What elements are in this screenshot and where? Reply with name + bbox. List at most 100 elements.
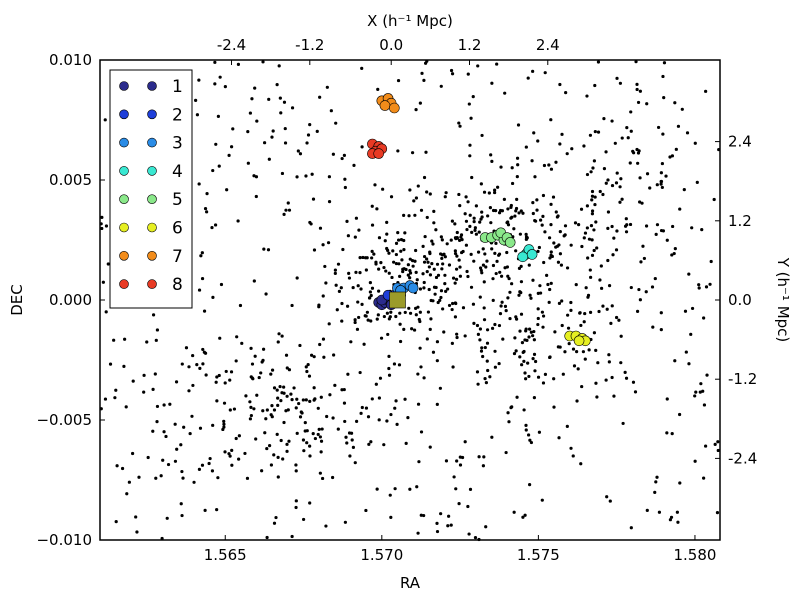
background-point [203,508,207,512]
background-point [131,379,135,383]
background-point [327,175,332,179]
background-point [369,440,373,444]
background-point [522,359,526,363]
background-point [482,318,487,322]
background-point [455,254,459,258]
background-point [154,476,158,480]
background-point [197,288,202,292]
background-point [542,163,547,168]
background-point [267,157,271,161]
background-point [661,229,665,233]
background-point [187,365,191,369]
background-point [422,78,426,82]
background-point [435,359,439,363]
background-point [442,330,446,334]
background-point [327,200,332,204]
background-point [449,68,454,73]
background-point [469,116,473,120]
background-point [324,524,328,528]
background-point [653,490,657,494]
background-point [549,223,553,227]
background-point [584,286,588,290]
background-point [352,163,356,168]
background-point [103,397,108,401]
background-point [318,95,322,99]
background-point [396,78,401,83]
right-tick-label: -2.4 [728,449,757,467]
background-point [444,289,448,293]
background-point [229,145,234,149]
background-point [359,287,363,291]
background-point [191,383,195,388]
background-point [447,263,452,267]
background-point [593,129,597,134]
background-point [648,186,652,190]
background-point [279,438,283,443]
background-point [466,504,470,509]
background-point [434,285,438,290]
background-point [422,254,427,259]
background-point [244,394,248,398]
background-point [525,338,529,342]
background-point [316,432,320,437]
background-point [360,302,364,306]
background-point [621,421,625,426]
background-point [551,195,556,199]
background-point [357,315,361,320]
background-point [422,260,427,264]
background-point [351,285,355,290]
background-point [638,298,642,302]
background-point [472,321,476,325]
background-point [497,361,501,366]
background-point [470,230,474,234]
background-point [318,342,322,347]
x-tick-label: 1.565 [204,546,247,564]
background-point [265,535,269,540]
background-point [659,179,663,184]
background-point [450,72,455,76]
background-point [320,427,324,431]
background-point [587,237,592,241]
background-point [617,318,621,322]
background-point [285,442,289,446]
background-point [588,310,593,314]
background-point [532,338,536,342]
background-point [266,248,271,252]
background-point [693,459,697,463]
background-point [633,390,638,394]
background-point [400,258,404,262]
background-point [306,133,311,137]
background-point [593,83,597,88]
background-point [610,183,615,188]
background-point [414,313,418,317]
legend-marker-5 [119,194,129,204]
background-point [285,449,289,453]
series-7-point [379,100,391,111]
background-point [216,114,220,118]
background-point [579,207,584,211]
background-point [602,117,606,121]
background-point [558,142,562,146]
background-point [340,156,344,161]
background-point [523,371,527,375]
background-point [480,215,484,219]
right-tick-label: 0.0 [728,291,752,309]
background-point [217,373,221,378]
background-point [389,310,393,314]
background-point [594,348,598,352]
background-point [443,282,447,286]
background-point [295,175,299,179]
background-point [458,124,462,128]
background-point [672,251,676,256]
background-point [635,87,639,92]
background-point [351,445,356,449]
background-point [482,280,486,284]
background-point [464,195,468,199]
background-point [403,397,407,401]
background-point [465,269,469,274]
background-point [662,96,666,100]
background-point [579,323,583,328]
background-point [526,76,530,80]
background-point [317,427,321,431]
background-point [582,236,586,240]
